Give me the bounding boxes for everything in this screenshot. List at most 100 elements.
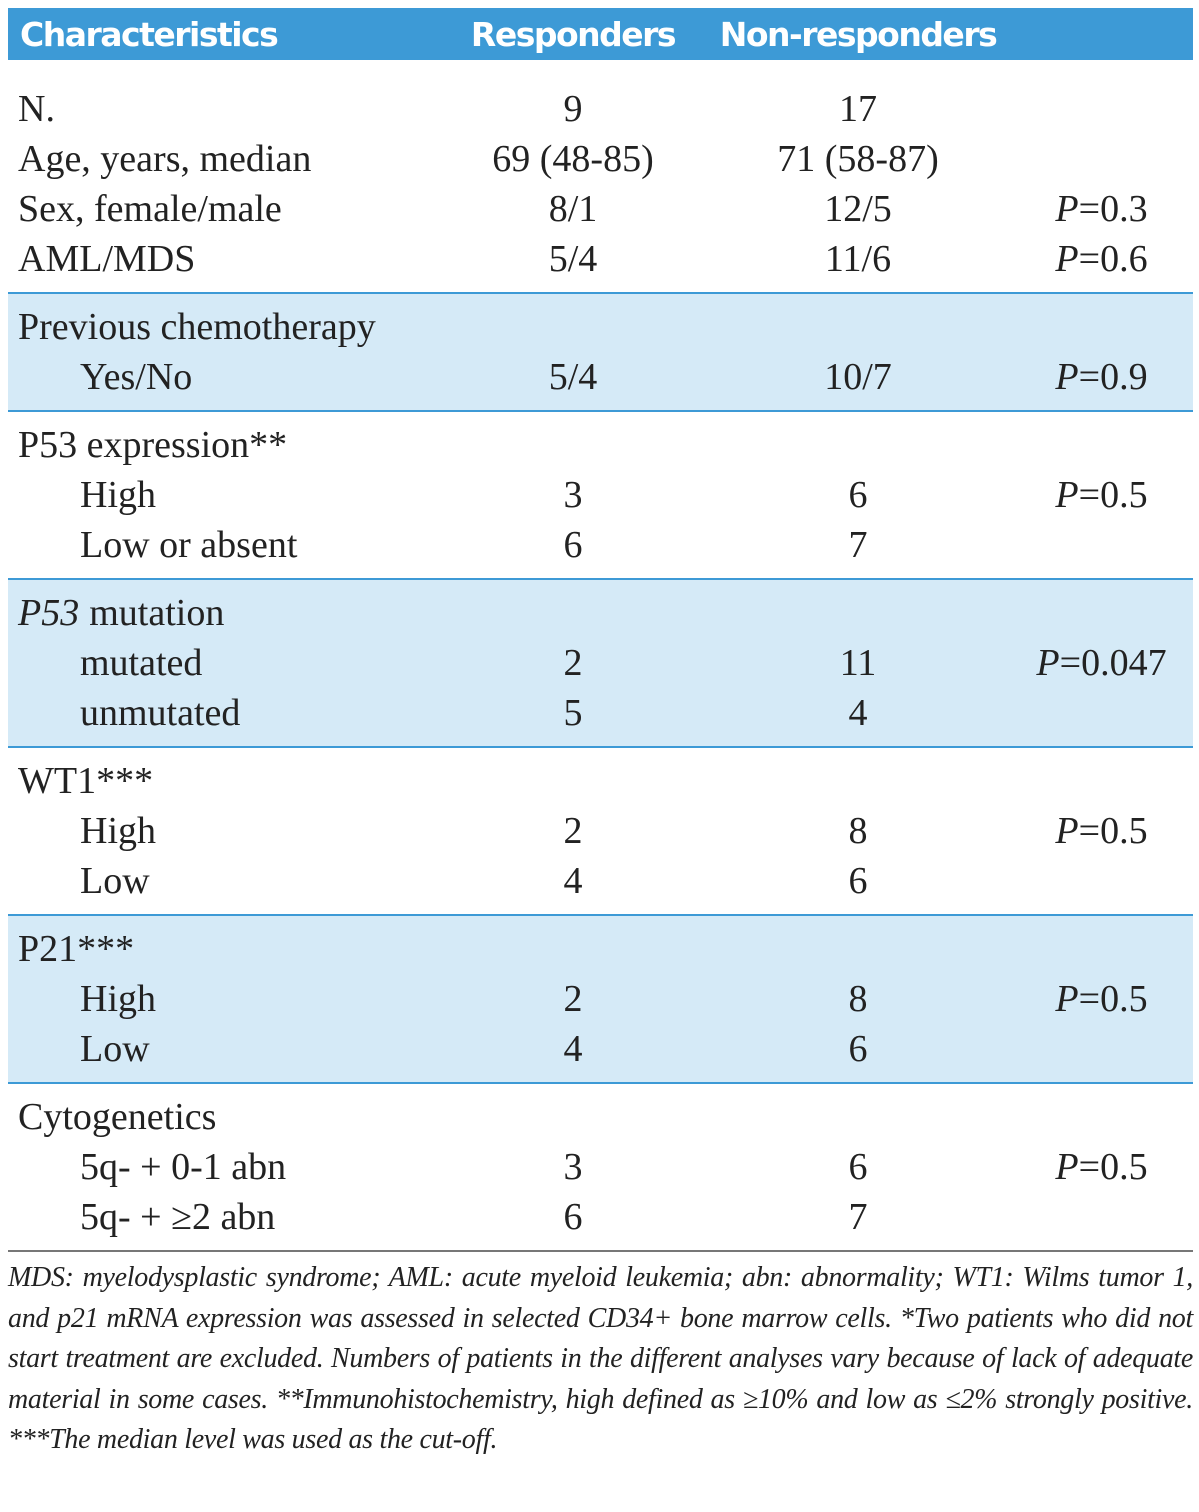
responders-value: 4 (563, 1028, 583, 1070)
p-value: P=0.5 (1055, 978, 1148, 1020)
section: P53 mutation mutated 2 11 P=0.047 unmutated 5 4 (8, 579, 1193, 747)
row: Cytogenetics (8, 1083, 1193, 1142)
p-value: P=0.3 (1055, 188, 1148, 230)
value-cell: 69 (48-85) (440, 134, 706, 184)
p-value-cell: P=0.047 (1010, 638, 1193, 688)
value-cell: 9 (440, 60, 706, 134)
value-cell: 12/5 (706, 184, 1010, 234)
row-label: N. (18, 88, 55, 130)
value-cell (440, 579, 706, 638)
row-label-cell: mutated (8, 638, 440, 688)
table-container: Characteristics Responders Non-responder… (8, 8, 1193, 1461)
column-header-blank (1010, 8, 1193, 60)
p-value-cell (1010, 411, 1193, 470)
value-cell: 7 (706, 1192, 1010, 1251)
value-cell (706, 579, 1010, 638)
row: mutated 2 11 P=0.047 (8, 638, 1193, 688)
responders-value: 8/1 (548, 188, 598, 230)
row-label: Previous chemotherapy (18, 306, 376, 348)
row-label-cell: High (8, 806, 440, 856)
p-value-cell: P=0.5 (1010, 806, 1193, 856)
row-label: 5q- + ≥2 abn (80, 1196, 276, 1238)
responders-value: 6 (563, 1196, 583, 1238)
p-value-cell: P=0.3 (1010, 184, 1193, 234)
non-responders-value: 8 (848, 978, 868, 1020)
non-responders-value: 7 (848, 1196, 868, 1238)
row-label-cell: High (8, 974, 440, 1024)
value-cell: 2 (440, 974, 706, 1024)
row-label: unmutated (80, 692, 241, 734)
non-responders-value: 8 (848, 810, 868, 852)
row-label-cell: Cytogenetics (8, 1083, 440, 1142)
p-value-cell (1010, 856, 1193, 915)
row-label-cell: Low or absent (8, 520, 440, 579)
row-label: Low (80, 1028, 150, 1070)
row-label: AML/MDS (18, 238, 196, 280)
non-responders-value: 6 (848, 1028, 868, 1070)
row-label: Cytogenetics (18, 1096, 217, 1138)
value-cell: 8 (706, 806, 1010, 856)
row-label: Low (80, 860, 150, 902)
column-header: Responders (440, 8, 706, 60)
value-cell (706, 747, 1010, 806)
value-cell: 11 (706, 638, 1010, 688)
row: Yes/No 5/4 10/7 P=0.9 (8, 352, 1193, 411)
responders-value: 5/4 (548, 238, 598, 280)
row-label: High (80, 978, 156, 1020)
row: Previous chemotherapy (8, 293, 1193, 352)
p-value-cell (1010, 1024, 1193, 1083)
column-header: Non-responders (706, 8, 1010, 60)
non-responders-value: 6 (848, 474, 868, 516)
non-responders-value: 12/5 (824, 188, 892, 230)
row-label: WT1*** (18, 760, 154, 802)
value-cell: 4 (706, 688, 1010, 747)
responders-value: 6 (563, 524, 583, 566)
row-label-cell: unmutated (8, 688, 440, 747)
value-cell: 71 (58-87) (706, 134, 1010, 184)
section: P53 expression** High 3 6 P=0.5 Low or absent… (8, 411, 1193, 579)
non-responders-value: 6 (848, 860, 868, 902)
p-value-cell (1010, 1192, 1193, 1251)
row-label-cell: Previous chemotherapy (8, 293, 440, 352)
row-label-cell: High (8, 470, 440, 520)
p-value-cell: P=0.6 (1010, 234, 1193, 293)
value-cell: 6 (706, 470, 1010, 520)
row-label: P53 expression** (18, 424, 288, 466)
row: High 3 6 P=0.5 (8, 470, 1193, 520)
p-value-cell: P=0.5 (1010, 470, 1193, 520)
value-cell: 8 (706, 974, 1010, 1024)
row: Low 4 6 (8, 1024, 1193, 1083)
responders-value: 4 (563, 860, 583, 902)
responders-value: 3 (563, 474, 583, 516)
value-cell (706, 1083, 1010, 1142)
value-cell: 6 (706, 1024, 1010, 1083)
value-cell: 6 (440, 1192, 706, 1251)
value-cell (440, 293, 706, 352)
row-label-cell: Age, years, median (8, 134, 440, 184)
row-label-cell: P53 mutation (8, 579, 440, 638)
value-cell: 7 (706, 520, 1010, 579)
value-cell: 10/7 (706, 352, 1010, 411)
row-label: Low or absent (80, 524, 298, 566)
value-cell: 3 (440, 1142, 706, 1192)
non-responders-value: 17 (839, 88, 877, 130)
footnote: MDS: myelodysplastic syndrome; AML: acut… (8, 1262, 1193, 1455)
row: High 2 8 P=0.5 (8, 974, 1193, 1024)
value-cell: 2 (440, 806, 706, 856)
row-label: High (80, 810, 156, 852)
value-cell: 5 (440, 688, 706, 747)
row-label-cell: N. (8, 60, 440, 134)
value-cell (440, 915, 706, 974)
p-value-cell (1010, 915, 1193, 974)
non-responders-value: 11 (839, 642, 877, 684)
value-cell: 6 (440, 520, 706, 579)
row-label: Age, years, median (18, 138, 312, 180)
row-label-cell: P53 expression** (8, 411, 440, 470)
row: 5q- + ≥2 abn 6 7 (8, 1192, 1193, 1251)
row-label-cell: Low (8, 1024, 440, 1083)
responders-value: 2 (563, 642, 583, 684)
value-cell: 2 (440, 638, 706, 688)
p-value-cell (1010, 747, 1193, 806)
row-label: Sex, female/male (18, 188, 282, 230)
